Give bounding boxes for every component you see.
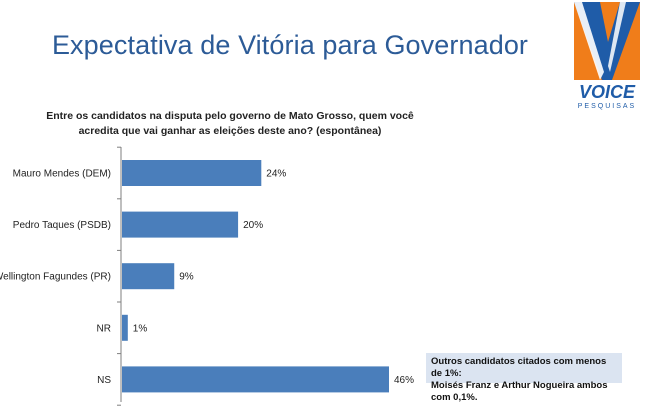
survey-question: Entre os candidatos na disputa pelo gove… [45, 109, 415, 139]
data-label: 46% [394, 375, 414, 386]
data-label: 1% [133, 323, 148, 334]
note-line-1: Outros candidatos citados com menos de 1… [431, 356, 607, 379]
survey-question-line-1: Entre os candidatos na disputa pelo gove… [46, 110, 414, 122]
bar [122, 263, 175, 290]
note-box: Outros candidatos citados com menos de 1… [426, 353, 622, 403]
page-title: Expectativa de Vitória para Governador [51, 30, 529, 60]
bar [122, 211, 239, 238]
data-label: 20% [243, 220, 263, 231]
category-label: Pedro Taques (PSDB) [13, 220, 111, 231]
logo-text: VOICE [579, 82, 636, 102]
category-label: Wellington Fagundes (PR) [0, 272, 111, 283]
data-label: 9% [179, 272, 194, 283]
survey-question-line-2: acredita que vai ganhar as eleições dest… [78, 125, 382, 137]
note-line-2: Moisés Franz e Arthur Nogueira ambos com… [431, 380, 608, 403]
bar [122, 366, 389, 393]
logo-subtext: PESQUISAS [578, 103, 636, 110]
bar [122, 160, 262, 186]
bar [122, 314, 128, 341]
category-label: NS [97, 375, 111, 386]
voice-pesquisas-logo: VOICE PESQUISAS [574, 2, 640, 110]
category-label: NR [97, 323, 111, 334]
data-label: 24% [266, 169, 286, 180]
logo-v-mark [574, 2, 640, 80]
category-label: Mauro Mendes (DEM) [13, 169, 111, 180]
